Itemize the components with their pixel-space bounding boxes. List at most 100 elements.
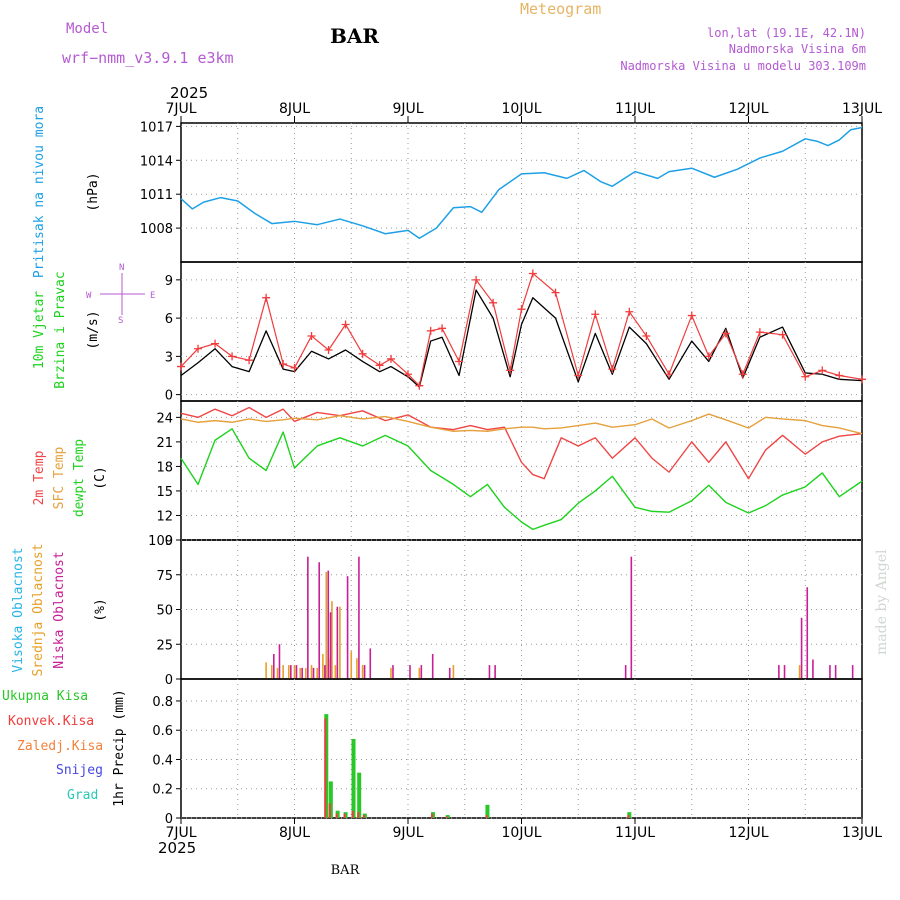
- wind-ytick-label: 9: [165, 274, 173, 289]
- wind-gust-marker: [818, 366, 827, 375]
- wind-gust-marker: [517, 305, 526, 314]
- precip-conv-bar: [430, 813, 433, 818]
- time-label-bottom: 11JUL: [615, 825, 655, 841]
- wind-compass: N E S W: [86, 263, 155, 326]
- wind-panel: 9 6 3 0: [165, 261, 866, 404]
- wind-gust-marker: [472, 275, 481, 284]
- precip-conv-bar: [357, 812, 360, 818]
- pressure-unit: (hPa): [86, 172, 101, 211]
- wind-gust-marker: [307, 331, 316, 340]
- precip-conv-bar: [485, 815, 488, 818]
- temperature-ytick-label: 21: [156, 436, 173, 451]
- temperature-ytick-label: 9: [165, 534, 173, 549]
- wind-ytick-label: 6: [165, 312, 173, 327]
- year-bottom: 2025: [158, 839, 196, 857]
- temperature-ytick-label: 18: [156, 460, 173, 475]
- wind-gust-marker: [245, 356, 254, 365]
- wind-gust-marker: [426, 326, 435, 335]
- clouds-ytick-label: 100: [148, 534, 173, 549]
- precip-total-bar: [357, 772, 362, 818]
- precip-conv-bar: [343, 813, 346, 818]
- wind-gust-marker: [642, 331, 651, 340]
- wind-gust-marker: [835, 371, 844, 380]
- compass-west: W: [86, 291, 92, 301]
- graupel-label: Grad: [67, 788, 98, 803]
- wind-unit: (m/s): [86, 310, 101, 349]
- precip-conv-bar: [335, 813, 338, 818]
- footer-station: BAR: [331, 863, 361, 878]
- wind-gust-marker: [177, 362, 185, 371]
- cloud-low-label: Niska Oblacnost: [52, 551, 67, 668]
- wind-gust-marker: [721, 329, 730, 338]
- precipitation-ytick-label: 0.4: [152, 753, 173, 768]
- wind-gust-marker: [625, 307, 634, 316]
- wind-gust-marker: [228, 352, 237, 361]
- precip-conv-bar: [324, 718, 327, 818]
- wind-gust-marker: [262, 293, 271, 302]
- wind-gust-marker: [375, 361, 384, 370]
- chart-panels: 1017101410111008963024211815129100755025…: [140, 101, 882, 841]
- clouds-ytick-label: 0: [165, 673, 173, 688]
- clouds-ytick-label: 75: [156, 569, 173, 584]
- pressure-label: Pritisak na nivou mora: [32, 106, 47, 278]
- wind-label: 10m Vjetar: [32, 291, 47, 369]
- sfc-temp-label: SFC Temp: [52, 447, 67, 510]
- dewpt-label: dewpt Temp: [72, 439, 87, 517]
- sfc-temp-line: [180, 413, 863, 435]
- compass-north: N: [119, 263, 124, 273]
- wind-gust-marker: [341, 320, 350, 329]
- time-label-bottom: 12JUL: [729, 825, 769, 841]
- wind-gust-marker: [608, 365, 617, 374]
- time-label-bottom: 13JUL: [842, 825, 882, 841]
- clouds-panel: 100 75 50 25 0: [148, 534, 863, 688]
- precip-conv-label: Konvek.Kisa: [8, 714, 94, 729]
- precipitation-ytick-label: 0.6: [152, 724, 173, 739]
- dewpt-line: [180, 428, 863, 531]
- time-label-bottom: 7JUL: [165, 825, 196, 841]
- precip-total-label: Ukupna Kisa: [2, 689, 88, 704]
- wind-gust-marker: [778, 330, 787, 339]
- wind-label-2: Brzina i Pravac: [53, 271, 68, 388]
- precip-unit: 1hr Precip (mm): [112, 689, 127, 806]
- precip-total-bar: [485, 804, 490, 818]
- precip-total-bar: [328, 781, 333, 818]
- precip-conv-bar: [351, 810, 354, 818]
- compass-south: S: [118, 316, 123, 326]
- precip-conv-bar: [627, 815, 630, 818]
- cloud-mid-label: Srednja Oblacnost: [31, 543, 46, 676]
- time-label-bottom: 8JUL: [279, 825, 310, 841]
- wind-gust-marker: [455, 357, 464, 366]
- precipitation-ytick-label: 0.8: [152, 695, 173, 710]
- wind-gust-marker: [404, 370, 412, 379]
- temp2m-label: 2m Temp: [32, 450, 47, 505]
- wind-gust-marker: [290, 363, 299, 372]
- wind-gust-marker: [687, 311, 696, 320]
- wind-ytick-label: 3: [165, 350, 173, 365]
- precip-conv-bar: [445, 816, 448, 818]
- cloud-unit: (%): [93, 598, 108, 621]
- temp-unit: (C): [93, 466, 108, 489]
- wind-gust-marker: [194, 344, 203, 353]
- wind-gust-marker: [415, 381, 424, 390]
- temperature-panel: 24 21 18 15 12 9: [156, 400, 863, 549]
- model-label: Model: [66, 21, 108, 37]
- elevation-label: Nadmorska Visina 6m: [729, 42, 866, 56]
- wind-gust-marker: [858, 375, 866, 384]
- snow-label: Snijeg: [56, 763, 103, 778]
- wind-gust-marker: [438, 324, 447, 333]
- watermark: made by Angel: [874, 549, 890, 655]
- time-label-top: 8JUL: [279, 101, 310, 117]
- time-label-top: 7JUL: [165, 101, 196, 117]
- temperature-ytick-label: 15: [156, 485, 173, 500]
- time-label-bottom: 10JUL: [502, 825, 542, 841]
- pressure-ytick-label: 1017: [140, 120, 173, 135]
- pressure-ytick-label: 1011: [140, 188, 173, 203]
- wind-gust-marker: [506, 366, 515, 375]
- cloud-high-label: Visoka Oblacnost: [11, 547, 26, 672]
- station-title: BAR: [330, 24, 379, 48]
- wind-gust-marker: [358, 349, 367, 358]
- pressure-line: [180, 126, 863, 240]
- pressure-panel: 1017 1014 1011 1008: [140, 120, 863, 263]
- clouds-ytick-label: 25: [156, 638, 173, 653]
